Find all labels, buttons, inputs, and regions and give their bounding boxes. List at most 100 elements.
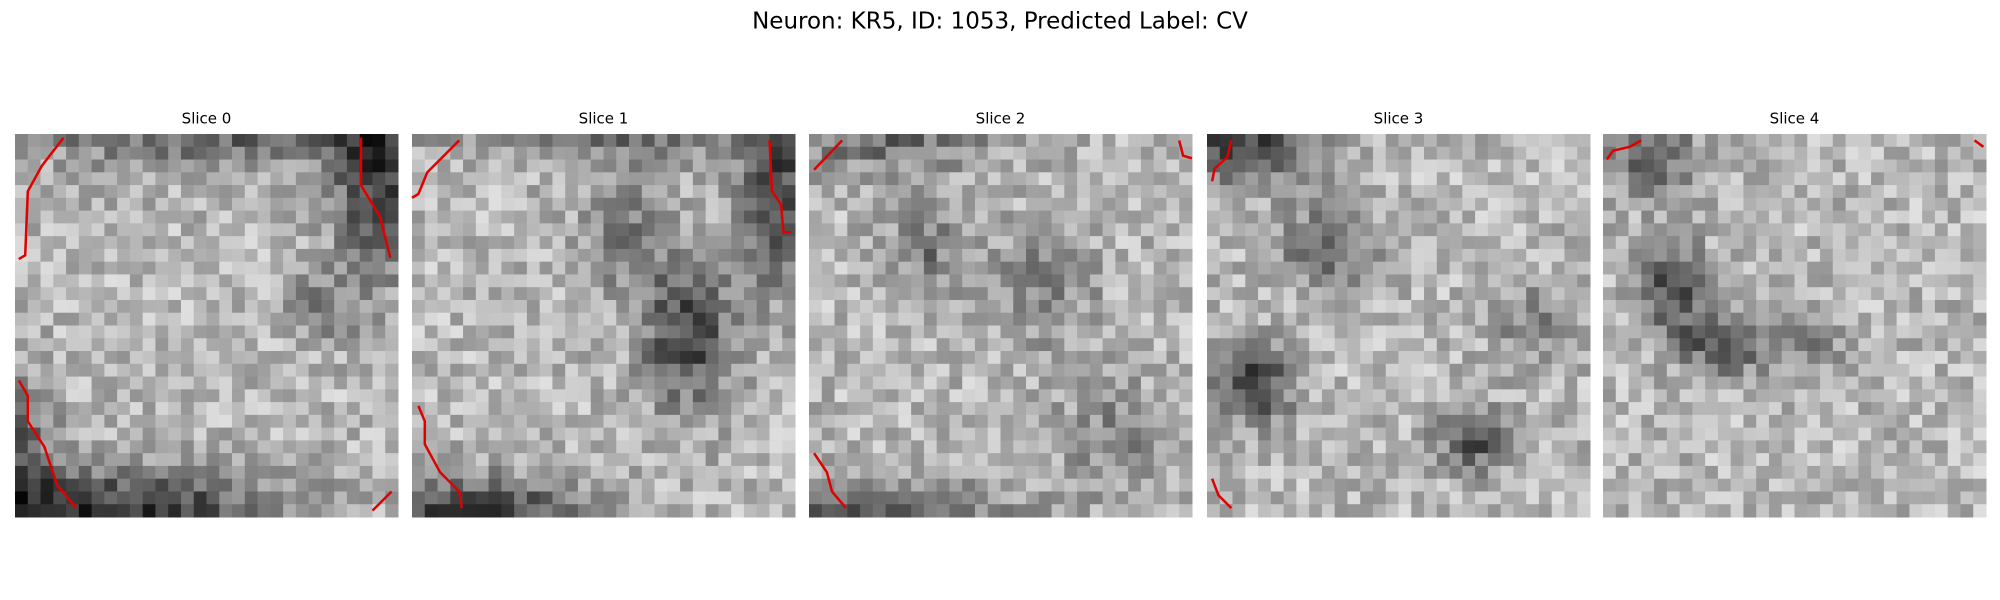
pixel xyxy=(1207,312,1221,326)
pixel xyxy=(1064,504,1078,518)
pixel xyxy=(129,287,144,301)
pixel xyxy=(1487,440,1502,454)
pixel xyxy=(565,325,579,339)
pixel xyxy=(15,134,29,148)
pixel xyxy=(1462,453,1476,467)
pixel xyxy=(782,389,796,403)
pixel xyxy=(911,287,925,301)
pixel xyxy=(295,274,310,288)
pixel xyxy=(1232,236,1246,250)
pixel xyxy=(847,325,861,339)
pixel xyxy=(385,363,399,378)
pixel xyxy=(1026,402,1040,416)
pixel xyxy=(15,440,29,454)
pixel xyxy=(1166,504,1180,518)
pixel xyxy=(667,351,681,365)
pixel xyxy=(424,197,439,212)
pixel xyxy=(1615,287,1630,301)
pixel xyxy=(1296,236,1310,250)
pixel xyxy=(1232,465,1246,480)
pixel xyxy=(1309,274,1323,288)
pixel xyxy=(1411,299,1425,314)
pixel xyxy=(1577,185,1591,199)
pixel xyxy=(283,427,297,441)
pixel xyxy=(1436,287,1451,301)
pixel xyxy=(949,504,963,518)
pixel xyxy=(974,287,989,301)
pixel xyxy=(193,210,207,224)
pixel xyxy=(346,427,361,441)
pixel xyxy=(475,351,490,365)
pixel xyxy=(936,376,950,390)
pixel xyxy=(1245,376,1259,390)
pixel xyxy=(1679,159,1693,173)
pixel xyxy=(1283,427,1297,441)
pixel xyxy=(821,338,836,352)
pixel xyxy=(1538,287,1553,301)
pixel xyxy=(654,465,668,480)
pixel xyxy=(463,185,477,199)
pixel xyxy=(1207,389,1221,403)
pixel xyxy=(1896,299,1910,314)
pixel xyxy=(1551,402,1565,416)
pixel xyxy=(1166,299,1180,314)
pixel xyxy=(911,312,925,326)
pixel xyxy=(1321,312,1336,326)
pixel xyxy=(1577,465,1591,480)
pixel xyxy=(1360,491,1374,505)
pixel xyxy=(974,134,989,148)
pixel xyxy=(372,172,386,186)
pixel xyxy=(1666,134,1681,148)
pixel xyxy=(1207,440,1221,454)
pixel xyxy=(206,299,220,314)
pixel xyxy=(450,146,464,161)
pixel xyxy=(270,287,284,301)
pixel xyxy=(514,414,528,429)
pixel xyxy=(1896,325,1910,339)
pixel xyxy=(142,351,156,365)
pixel xyxy=(654,159,668,173)
pixel xyxy=(346,414,361,429)
pixel xyxy=(193,389,207,403)
pixel xyxy=(1603,146,1617,161)
pixel xyxy=(1705,338,1719,352)
pixel xyxy=(1026,261,1040,275)
pixel xyxy=(718,274,732,288)
pixel xyxy=(1309,504,1323,518)
pixel xyxy=(1845,389,1859,403)
pixel xyxy=(565,274,579,288)
pixel xyxy=(731,299,745,314)
pixel xyxy=(1283,376,1297,390)
pixel xyxy=(577,274,592,288)
pixel xyxy=(1038,146,1053,161)
pixel xyxy=(923,248,938,263)
pixel xyxy=(372,414,386,429)
pixel xyxy=(962,299,976,314)
pixel xyxy=(1768,185,1783,199)
pixel xyxy=(1038,414,1053,429)
pixel xyxy=(295,197,310,212)
pixel xyxy=(1232,325,1246,339)
pixel xyxy=(1077,197,1091,212)
pixel xyxy=(526,363,541,378)
pixel xyxy=(1398,363,1412,378)
pixel xyxy=(463,363,477,378)
pixel xyxy=(1411,197,1425,212)
pixel xyxy=(590,504,604,518)
pixel xyxy=(769,325,783,339)
pixel xyxy=(603,414,617,429)
pixel xyxy=(692,491,707,505)
pixel xyxy=(552,465,566,480)
pixel xyxy=(463,210,477,224)
pixel xyxy=(539,210,553,224)
pixel xyxy=(1871,274,1885,288)
pixel xyxy=(346,248,361,263)
pixel xyxy=(552,504,566,518)
pixel xyxy=(1219,223,1234,237)
pixel xyxy=(219,312,233,326)
pixel xyxy=(923,185,938,199)
pixel xyxy=(1705,427,1719,441)
pixel xyxy=(1730,312,1744,326)
pixel xyxy=(680,325,694,339)
